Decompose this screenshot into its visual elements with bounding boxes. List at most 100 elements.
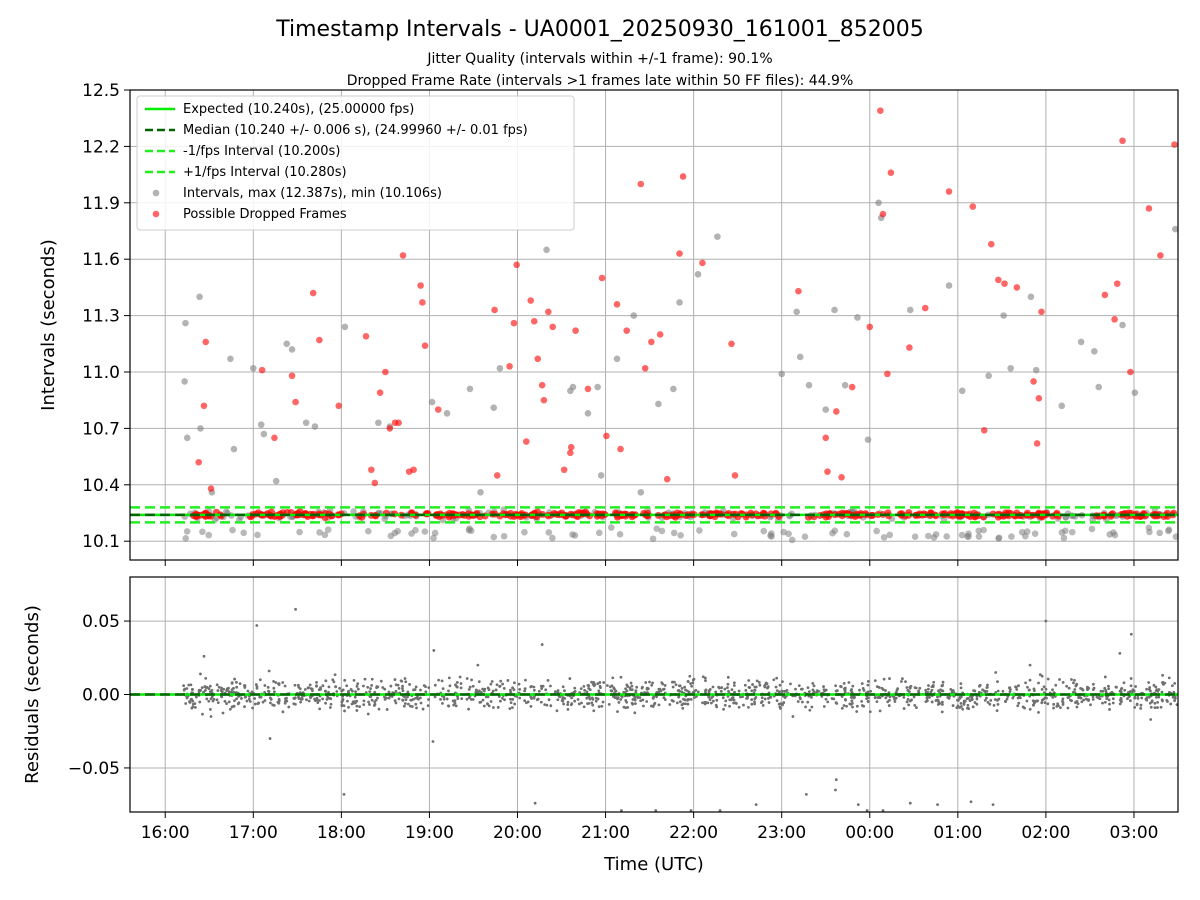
residual-point (905, 686, 909, 689)
residual-point (441, 701, 444, 705)
residual-point (932, 680, 936, 684)
residual-point (1161, 699, 1164, 703)
residual-point (237, 701, 241, 705)
interval-point (1060, 534, 1068, 542)
residual-point (489, 700, 493, 703)
residual-point (884, 696, 888, 700)
residual-point (688, 674, 692, 678)
chart-title: Timestamp Intervals - UA0001_20250930_16… (275, 17, 924, 42)
residual-point (372, 704, 376, 707)
x-tick-label: 17:00 (229, 823, 278, 843)
residual-point (1070, 678, 1073, 681)
interval-point (875, 199, 882, 207)
residual-point (941, 703, 944, 706)
residual-point (778, 683, 782, 687)
residual-point (610, 684, 614, 688)
residual-point (614, 689, 618, 693)
residual-point (377, 707, 381, 711)
residual-point (1004, 700, 1007, 704)
residual-point (689, 698, 693, 701)
residual-point (215, 698, 219, 702)
residual-point (347, 690, 350, 694)
residual-point (433, 695, 437, 699)
y-tick-label-top: 11.3 (82, 307, 120, 327)
residual-point (706, 701, 710, 705)
residual-point (310, 689, 314, 693)
residual-point (915, 706, 918, 710)
dropped-frame-point (527, 297, 535, 304)
interval-point (694, 270, 702, 278)
residual-point (447, 676, 451, 680)
residual-point (376, 696, 379, 700)
residual-point (328, 706, 332, 709)
residual-point (1156, 706, 1159, 709)
residual-point (201, 712, 204, 716)
residual-point (208, 684, 212, 688)
dropped-frame-point (884, 370, 891, 378)
x-tick-label: 20:00 (493, 823, 542, 843)
residual-point (266, 685, 270, 689)
residual-point (340, 704, 344, 708)
residual-point (227, 700, 231, 704)
residual-point (926, 687, 930, 691)
residual-point (993, 698, 997, 701)
residual-point (483, 687, 487, 691)
residual-point (414, 685, 418, 689)
residual-point (556, 698, 560, 702)
dropped-frame-point (513, 261, 520, 269)
residual-point (772, 678, 776, 682)
residual-point (518, 688, 522, 691)
residual-point (834, 788, 837, 792)
residual-point (299, 700, 303, 704)
residual-point (503, 698, 506, 702)
dropped-frame-point (567, 443, 575, 451)
residual-point (1107, 698, 1111, 702)
residual-point (253, 702, 257, 706)
residual-point (1103, 700, 1107, 704)
residual-point (1118, 651, 1122, 655)
dropped-frame-point (434, 406, 442, 413)
residual-point (403, 702, 407, 705)
legend-label-expected: Expected (10.240s), (25.00000 fps) (183, 102, 414, 117)
residual-point (245, 699, 249, 703)
residual-point (900, 677, 904, 681)
interval-point (630, 312, 638, 319)
residual-point (860, 699, 864, 703)
residual-point (590, 696, 594, 700)
residual-point (404, 680, 408, 684)
interval-point (549, 534, 556, 542)
residual-point (635, 685, 639, 689)
residual-point (414, 702, 418, 706)
residual-point (410, 705, 414, 708)
residual-point (824, 697, 828, 701)
residual-point (962, 702, 966, 706)
interval-point (227, 355, 234, 363)
residual-point (991, 803, 995, 807)
residual-point (427, 698, 430, 701)
residual-point (230, 688, 234, 692)
residual-point (651, 681, 654, 685)
residual-point (1040, 701, 1044, 705)
dropped-frame-point (641, 364, 649, 372)
dropped-frame-point (663, 475, 671, 483)
residual-point (347, 705, 350, 709)
residual-point (258, 695, 262, 699)
residual-point (843, 689, 847, 693)
residual-point (321, 684, 325, 688)
residual-point (523, 687, 527, 691)
residual-point (381, 686, 385, 689)
residual-point (1005, 697, 1009, 701)
residual-point (884, 689, 887, 692)
residual-point (208, 690, 212, 694)
interval-point (1077, 338, 1085, 346)
residual-point (722, 707, 725, 711)
residual-point (222, 687, 226, 691)
residual-point (1081, 688, 1085, 692)
residual-point (577, 702, 581, 706)
residual-point (869, 689, 873, 693)
residual-point (753, 688, 757, 692)
residual-point (254, 683, 258, 686)
residual-point (467, 707, 470, 711)
dropped-frame-point (258, 366, 266, 374)
residual-point (1017, 701, 1021, 705)
